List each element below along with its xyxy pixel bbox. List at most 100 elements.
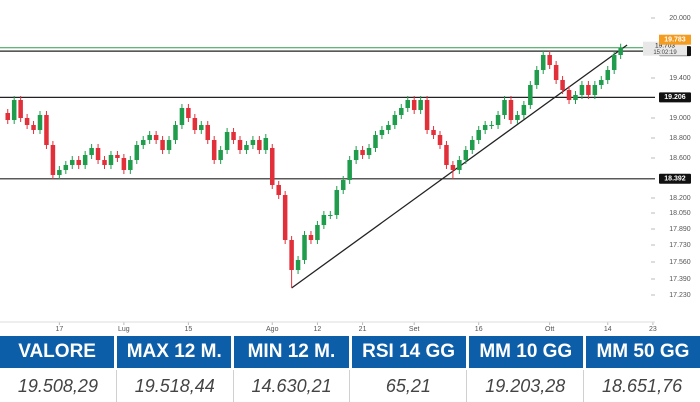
level-box xyxy=(659,92,691,103)
candle-body xyxy=(192,118,198,130)
table-values: 19.508,29 19.518,44 14.630,21 65,21 19.2… xyxy=(0,368,700,402)
value-cell: 19.508,29 xyxy=(17,375,98,396)
candle-body xyxy=(231,132,236,140)
candle-body xyxy=(592,85,598,95)
candle-body xyxy=(121,158,127,170)
candle-body xyxy=(289,240,294,270)
value-cell: 65,21 xyxy=(349,370,466,402)
candle-body xyxy=(18,100,23,118)
candle-body xyxy=(11,100,17,120)
candle-body xyxy=(340,180,346,190)
y-tick-label: 18.800 xyxy=(669,135,691,142)
y-tick-label: 17.890 xyxy=(669,226,691,233)
candle-body xyxy=(315,225,320,240)
candle-body xyxy=(263,138,269,150)
x-tick-label: 23 xyxy=(649,326,657,333)
candle-body xyxy=(437,135,443,145)
y-tick-label: 17.730 xyxy=(669,242,691,249)
y-tick-label: 19.400 xyxy=(669,75,691,82)
candle-body xyxy=(166,140,172,150)
candle-body xyxy=(334,190,340,215)
candle-body xyxy=(95,148,101,160)
candle-body xyxy=(328,215,333,216)
candle-body xyxy=(411,100,417,110)
x-tick-label: 17 xyxy=(55,326,63,333)
candle-body xyxy=(463,150,469,160)
chart: 20.000 19.400 19.000 18.800 18.600 18.200 18.0… xyxy=(0,15,691,333)
candle-body xyxy=(224,132,230,150)
alert-label: 19.783 xyxy=(664,37,686,44)
candle-body xyxy=(102,160,107,165)
candle-body xyxy=(134,145,140,160)
y-tick-label: 18.050 xyxy=(669,210,691,217)
candle-body xyxy=(470,140,475,150)
x-tick-label: 15 xyxy=(184,326,192,333)
candle-body xyxy=(37,115,43,130)
candle-body xyxy=(44,115,49,145)
x-tick-label: Ago xyxy=(266,326,279,333)
candle-body xyxy=(508,100,514,120)
candle-body xyxy=(282,195,288,240)
x-tick-label: 21 xyxy=(359,326,367,333)
level-label: 19.206 xyxy=(664,94,686,101)
candle-body xyxy=(160,140,165,150)
candle-body xyxy=(586,85,591,95)
value-cell: 18.651,76 xyxy=(583,370,700,402)
candle-body xyxy=(431,130,436,135)
candle-body xyxy=(418,100,423,110)
last-price-time: 15:02:19 xyxy=(653,50,677,56)
candle-body xyxy=(31,125,36,130)
candle-body xyxy=(57,170,62,175)
candle-body xyxy=(521,105,527,115)
candle-body xyxy=(321,215,327,225)
candle-body xyxy=(302,235,307,260)
candle-body xyxy=(199,125,204,130)
candle-body xyxy=(153,135,159,140)
x-tick-label: Lug xyxy=(118,326,130,333)
header-cell: MAX 12 M. xyxy=(114,336,231,368)
candle-body xyxy=(257,140,262,150)
candle-body xyxy=(295,260,301,270)
last-price-label: 19.703 xyxy=(655,42,675,49)
candle-body xyxy=(495,115,501,125)
candle-body xyxy=(450,165,456,170)
level-label: 18.392 xyxy=(664,176,686,183)
header-cell: MIN 12 M. xyxy=(231,336,348,368)
candle-body xyxy=(618,47,623,55)
candle-body xyxy=(444,145,449,165)
candle-body xyxy=(482,125,488,130)
y-tick-label: 18.600 xyxy=(669,155,691,162)
x-tick-label: 16 xyxy=(475,326,483,333)
candle-body xyxy=(386,125,391,130)
stats-table: VALORE MAX 12 M. MIN 12 M. RSI 14 GG MM … xyxy=(0,336,700,402)
candle-body xyxy=(205,125,210,140)
candle-body xyxy=(579,85,585,95)
candle-body xyxy=(528,85,533,105)
candle-body xyxy=(173,125,178,140)
candle-body xyxy=(611,55,617,70)
candle-body xyxy=(566,90,572,100)
candle-body xyxy=(360,150,365,155)
candle-body xyxy=(489,125,494,126)
candle-body xyxy=(379,130,385,135)
candle-body xyxy=(89,148,94,155)
candle-body xyxy=(63,165,69,170)
candle-body xyxy=(534,70,540,85)
candle-body xyxy=(502,100,507,115)
candle-body xyxy=(24,118,30,125)
x-tick-label: Ott xyxy=(545,326,554,333)
candle-body xyxy=(347,160,352,180)
candle-body xyxy=(270,148,275,185)
y-tick-label: 19.000 xyxy=(669,115,691,122)
y-tick-label: 18.200 xyxy=(669,195,691,202)
candle-body xyxy=(70,160,75,165)
y-tick-label: 20.000 xyxy=(669,15,691,22)
candle-body xyxy=(476,130,481,140)
candle-body xyxy=(308,235,314,240)
candle-body xyxy=(5,113,10,120)
candle-body xyxy=(373,135,378,148)
candle-body xyxy=(573,95,578,100)
candle-body xyxy=(115,155,120,158)
x-tick-label: 14 xyxy=(604,326,612,333)
